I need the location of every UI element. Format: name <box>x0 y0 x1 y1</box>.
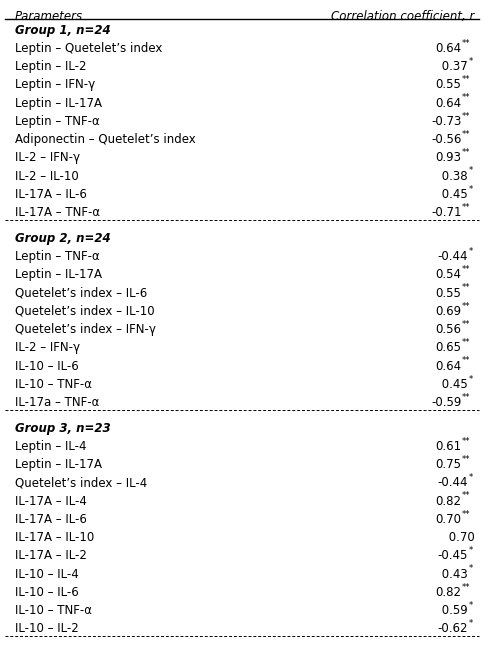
Text: -0.44: -0.44 <box>437 250 467 263</box>
Text: -0.62: -0.62 <box>437 622 467 636</box>
Text: *: * <box>468 247 472 256</box>
Text: 0.75: 0.75 <box>435 458 461 471</box>
Text: Leptin – IL-2: Leptin – IL-2 <box>15 60 86 73</box>
Text: IL-17A – IL-2: IL-17A – IL-2 <box>15 549 86 563</box>
Text: -0.45: -0.45 <box>437 549 467 563</box>
Text: **: ** <box>461 203 469 212</box>
Text: **: ** <box>461 583 469 592</box>
Text: 0.56: 0.56 <box>435 323 461 336</box>
Text: **: ** <box>461 437 469 446</box>
Text: Leptin – IFN-γ: Leptin – IFN-γ <box>15 78 95 91</box>
Text: 0.38: 0.38 <box>437 170 467 183</box>
Text: IL-17A – IL-4: IL-17A – IL-4 <box>15 495 86 507</box>
Text: Quetelet’s index – IL-6: Quetelet’s index – IL-6 <box>15 287 146 299</box>
Text: *: * <box>468 473 472 482</box>
Text: **: ** <box>461 93 469 102</box>
Text: IL-17A – TNF-α: IL-17A – TNF-α <box>15 206 100 219</box>
Text: *: * <box>468 546 472 555</box>
Text: *: * <box>468 374 472 384</box>
Text: Leptin – Quetelet’s index: Leptin – Quetelet’s index <box>15 42 162 55</box>
Text: *: * <box>468 185 472 194</box>
Text: **: ** <box>461 39 469 48</box>
Text: 0.70: 0.70 <box>444 531 473 544</box>
Text: **: ** <box>461 455 469 464</box>
Text: Quetelet’s index – IFN-γ: Quetelet’s index – IFN-γ <box>15 323 155 336</box>
Text: **: ** <box>461 148 469 157</box>
Text: -0.73: -0.73 <box>430 115 461 128</box>
Text: 0.69: 0.69 <box>435 305 461 318</box>
Text: -0.44: -0.44 <box>437 476 467 489</box>
Text: IL-17a – TNF-α: IL-17a – TNF-α <box>15 396 99 409</box>
Text: Group 2, n=24: Group 2, n=24 <box>15 232 110 245</box>
Text: Leptin – IL-4: Leptin – IL-4 <box>15 440 86 453</box>
Text: 0.55: 0.55 <box>435 287 461 299</box>
Text: -0.56: -0.56 <box>430 133 461 146</box>
Text: 0.45: 0.45 <box>437 188 467 201</box>
Text: IL-10 – IL-2: IL-10 – IL-2 <box>15 622 78 636</box>
Text: 0.93: 0.93 <box>435 152 461 164</box>
Text: IL-2 – IFN-γ: IL-2 – IFN-γ <box>15 152 80 164</box>
Text: Leptin – TNF-α: Leptin – TNF-α <box>15 115 99 128</box>
Text: *: * <box>468 166 472 176</box>
Text: IL-10 – IL-6: IL-10 – IL-6 <box>15 586 78 599</box>
Text: **: ** <box>461 130 469 139</box>
Text: IL-17A – IL-10: IL-17A – IL-10 <box>15 531 94 544</box>
Text: Quetelet’s index – IL-10: Quetelet’s index – IL-10 <box>15 305 154 318</box>
Text: **: ** <box>461 338 469 347</box>
Text: IL-10 – TNF-α: IL-10 – TNF-α <box>15 604 91 617</box>
Text: 0.64: 0.64 <box>435 42 461 55</box>
Text: -0.71: -0.71 <box>430 206 461 219</box>
Text: **: ** <box>461 283 469 292</box>
Text: **: ** <box>461 393 469 402</box>
Text: **: ** <box>461 301 469 311</box>
Text: **: ** <box>461 491 469 500</box>
Text: Leptin – IL-17A: Leptin – IL-17A <box>15 458 102 471</box>
Text: IL-2 – IFN-γ: IL-2 – IFN-γ <box>15 341 80 354</box>
Text: 0.45: 0.45 <box>437 378 467 391</box>
Text: 0.43: 0.43 <box>437 568 467 581</box>
Text: IL-17A – IL-6: IL-17A – IL-6 <box>15 188 86 201</box>
Text: IL-17A – IL-6: IL-17A – IL-6 <box>15 513 86 526</box>
Text: IL-2 – IL-10: IL-2 – IL-10 <box>15 170 78 183</box>
Text: 0.65: 0.65 <box>435 341 461 354</box>
Text: Leptin – IL-17A: Leptin – IL-17A <box>15 96 102 110</box>
Text: *: * <box>468 601 472 610</box>
Text: Correlation coefficient, r: Correlation coefficient, r <box>330 10 473 23</box>
Text: **: ** <box>461 112 469 120</box>
Text: *: * <box>468 619 472 628</box>
Text: IL-10 – IL-6: IL-10 – IL-6 <box>15 360 78 372</box>
Text: Leptin – IL-17A: Leptin – IL-17A <box>15 268 102 281</box>
Text: Parameters: Parameters <box>15 10 82 23</box>
Text: 0.37: 0.37 <box>437 60 467 73</box>
Text: Quetelet’s index – IL-4: Quetelet’s index – IL-4 <box>15 476 146 489</box>
Text: IL-10 – IL-4: IL-10 – IL-4 <box>15 568 78 581</box>
Text: Leptin – TNF-α: Leptin – TNF-α <box>15 250 99 263</box>
Text: 0.55: 0.55 <box>435 78 461 91</box>
Text: *: * <box>468 565 472 573</box>
Text: 0.64: 0.64 <box>435 360 461 372</box>
Text: Group 3, n=23: Group 3, n=23 <box>15 422 110 435</box>
Text: 0.61: 0.61 <box>435 440 461 453</box>
Text: 0.70: 0.70 <box>435 513 461 526</box>
Text: Group 1, n=24: Group 1, n=24 <box>15 24 110 37</box>
Text: 0.64: 0.64 <box>435 96 461 110</box>
Text: **: ** <box>461 356 469 365</box>
Text: *: * <box>468 57 472 66</box>
Text: 0.59: 0.59 <box>437 604 467 617</box>
Text: **: ** <box>461 320 469 329</box>
Text: Adiponectin – Quetelet’s index: Adiponectin – Quetelet’s index <box>15 133 195 146</box>
Text: 0.82: 0.82 <box>435 586 461 599</box>
Text: 0.54: 0.54 <box>435 268 461 281</box>
Text: -0.59: -0.59 <box>430 396 461 409</box>
Text: 0.82: 0.82 <box>435 495 461 507</box>
Text: **: ** <box>461 75 469 84</box>
Text: **: ** <box>461 509 469 519</box>
Text: IL-10 – TNF-α: IL-10 – TNF-α <box>15 378 91 391</box>
Text: **: ** <box>461 265 469 274</box>
